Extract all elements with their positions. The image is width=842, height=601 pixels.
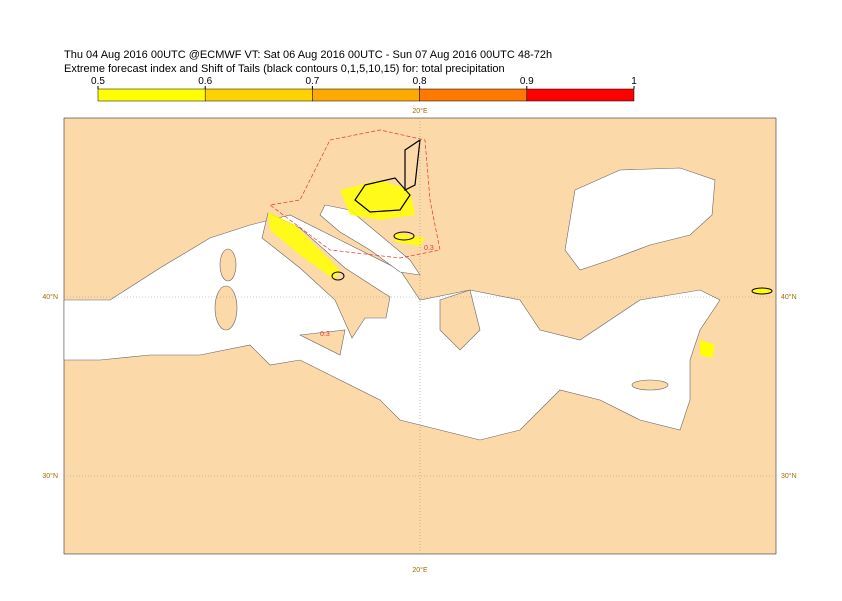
black-sea — [564, 167, 716, 271]
colorbar: 0.5 0.6 0.7 0.8 0.9 1 — [91, 76, 637, 102]
colorbar-tick-label: 0.8 — [413, 76, 427, 87]
colorbar-segment — [204, 88, 313, 102]
colorbar-segment — [419, 88, 528, 102]
sot-contour — [404, 138, 421, 191]
colorbar-segment — [97, 88, 206, 102]
colorbar-segment — [312, 88, 420, 102]
colorbar-tick-label: 1 — [631, 76, 637, 87]
colorbar-tick-label: 0.6 — [198, 76, 212, 87]
lon-label: 20°E — [412, 566, 428, 574]
sot-contour — [331, 271, 345, 281]
greece — [439, 289, 481, 351]
sicily — [298, 329, 346, 356]
title-line-2: Extreme forecast index and Shift of Tail… — [64, 63, 505, 75]
efi-area — [268, 212, 340, 280]
colorbar-tick-label: 0.5 — [91, 76, 105, 87]
sot-contour — [393, 231, 415, 241]
lat-label: 40°N — [42, 293, 58, 301]
contour-label: 0.3 — [320, 331, 330, 338]
colorbar-tick-label: 0.9 — [520, 76, 534, 87]
efi-area — [700, 340, 715, 358]
map: 0.3 0.3 — [63, 117, 777, 555]
contour-label: 0.3 — [424, 245, 434, 252]
lat-label: 40°N — [781, 293, 797, 301]
colorbar-segment — [526, 88, 635, 102]
cyprus — [631, 379, 669, 391]
corsica — [219, 248, 237, 282]
lat-label: 30°N — [42, 472, 58, 480]
colorbar-tick-label: 0.7 — [305, 76, 319, 87]
efi-contour — [269, 129, 441, 259]
sardinia — [214, 285, 238, 331]
title-line-1: Thu 04 Aug 2016 00UTC @ECMWF VT: Sat 06 … — [64, 49, 552, 61]
lon-label: 20°E — [412, 107, 428, 115]
sot-contour — [354, 177, 411, 213]
lat-label: 30°N — [781, 472, 797, 480]
efi-area — [751, 287, 773, 295]
